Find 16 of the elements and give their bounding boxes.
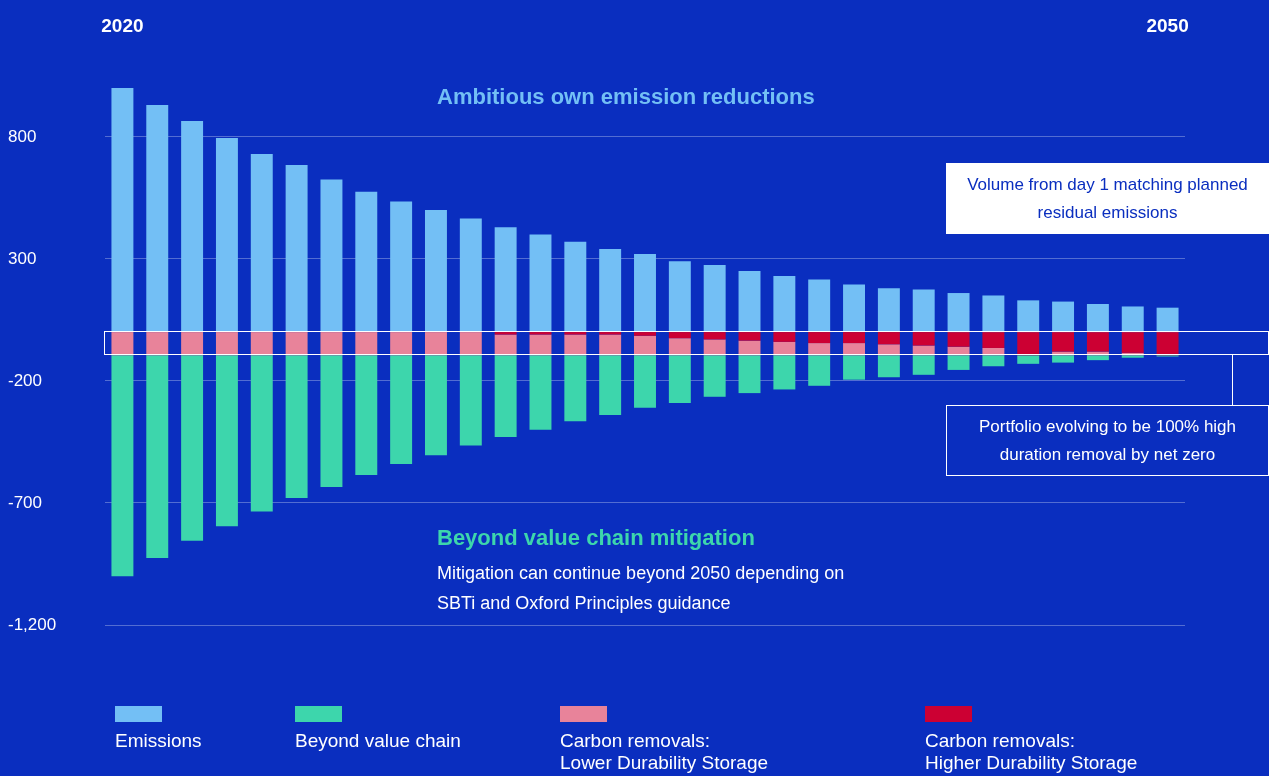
y-tick-label: 800: [8, 126, 37, 146]
y-tick-label: -1,200: [8, 614, 57, 634]
y-tick-label: 300: [8, 248, 37, 268]
annotation: Mitigation can continue beyond 2050 depending on SBTi and Oxford Principles guidance: [437, 563, 845, 613]
x-tick-label: 2020: [101, 14, 144, 36]
legend-label: Carbon removals: Lower Durability Storage: [560, 730, 769, 774]
x-tick-label: 2050: [1146, 14, 1189, 36]
annotation: Beyond value chain mitigation: [437, 525, 755, 550]
legend-label: Emissions: [115, 730, 202, 752]
annotation: Volume from day 1 matching planned residual emissions: [966, 173, 1249, 224]
y-tick-label: -200: [8, 370, 43, 390]
legend-label: Beyond value chain: [295, 730, 461, 752]
annotation: Ambitious own emission reductions: [437, 84, 815, 109]
annotation: Portfolio evolving to be 100% high duration removal by net zero: [977, 415, 1238, 466]
y-tick-label: -700: [8, 492, 43, 512]
legend-label: Carbon removals: Higher Durability Storage: [925, 730, 1138, 774]
